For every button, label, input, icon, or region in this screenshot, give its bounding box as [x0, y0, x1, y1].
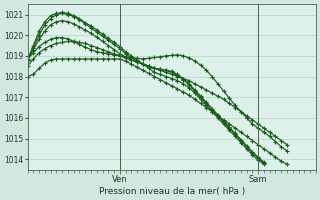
X-axis label: Pression niveau de la mer( hPa ): Pression niveau de la mer( hPa ) [99, 187, 245, 196]
